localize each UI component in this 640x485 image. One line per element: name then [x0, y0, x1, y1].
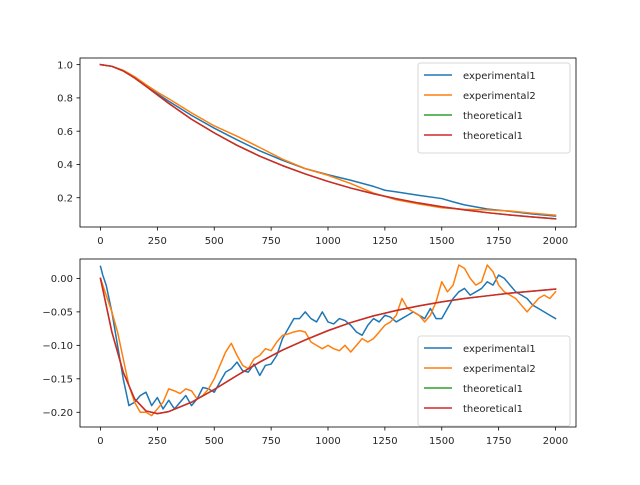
series-line-2: [99, 63, 557, 217]
x-tick-label: 1000: [315, 436, 340, 447]
series-group: [99, 63, 557, 220]
y-tick-label: 0.8: [57, 94, 73, 105]
legend-label: theoretical1: [463, 131, 523, 142]
y-tick-label: 1.0: [57, 60, 73, 71]
y-tick-label: −0.05: [42, 307, 73, 318]
y-tick-label: −0.20: [42, 408, 73, 419]
x-tick-label: 1250: [372, 436, 397, 447]
x-tick-label: 1750: [486, 236, 511, 247]
x-tick-label: 750: [262, 436, 281, 447]
x-tick-label: 500: [205, 436, 224, 447]
legend-label: theoretical1: [463, 384, 523, 395]
legend-box: [417, 335, 571, 427]
y-tick-label: 0.2: [57, 193, 73, 204]
x-tick-label: 0: [97, 236, 103, 247]
x-tick-label: 250: [148, 236, 167, 247]
x-tick-label: 500: [205, 236, 224, 247]
legend-label: experimental2: [463, 364, 536, 375]
legend: experimental1 experimental2 theoretical1 th…: [417, 335, 571, 427]
series-line-4: [99, 63, 557, 220]
y-tick-label: 0.4: [57, 160, 73, 171]
x-tick-label: 1500: [429, 236, 454, 247]
x-tick-label: 1500: [429, 436, 454, 447]
x-tick-label: 2000: [543, 436, 568, 447]
subplot-1: 0 250 500 750 1000 1250 1500 1750 2000 0.2 0.4 0.6 0…: [57, 57, 577, 247]
y-tick-label: −0.15: [42, 374, 73, 385]
x-tick-label: 750: [262, 236, 281, 247]
legend-label: experimental1: [463, 71, 536, 82]
x-tick-label: 2000: [543, 236, 568, 247]
legend-label: experimental2: [463, 91, 536, 102]
y-tick-label: 0.6: [57, 127, 73, 138]
y-tick-label: 0.00: [51, 274, 73, 285]
x-tick-label: 1000: [315, 236, 340, 247]
x-tick-label: 0: [97, 436, 103, 447]
y-tick-label: −0.10: [42, 341, 73, 352]
legend-box: [417, 62, 571, 154]
legend-label: theoretical1: [463, 404, 523, 415]
subplot-2: 0 250 500 750 1000 1250 1500 1750 2000 −0.20 −0.15…: [42, 258, 577, 447]
legend-label: experimental1: [463, 344, 536, 355]
series-line-1: [99, 265, 557, 410]
series-line-2: [99, 264, 557, 417]
legend: experimental1 experimental2 theoretical1 th…: [417, 62, 571, 154]
x-tick-label: 250: [148, 436, 167, 447]
x-tick-label: 1250: [372, 236, 397, 247]
series-line-4: [99, 277, 557, 415]
x-tick-label: 1750: [486, 436, 511, 447]
series-group: [99, 264, 557, 417]
legend-label: theoretical1: [463, 111, 523, 122]
